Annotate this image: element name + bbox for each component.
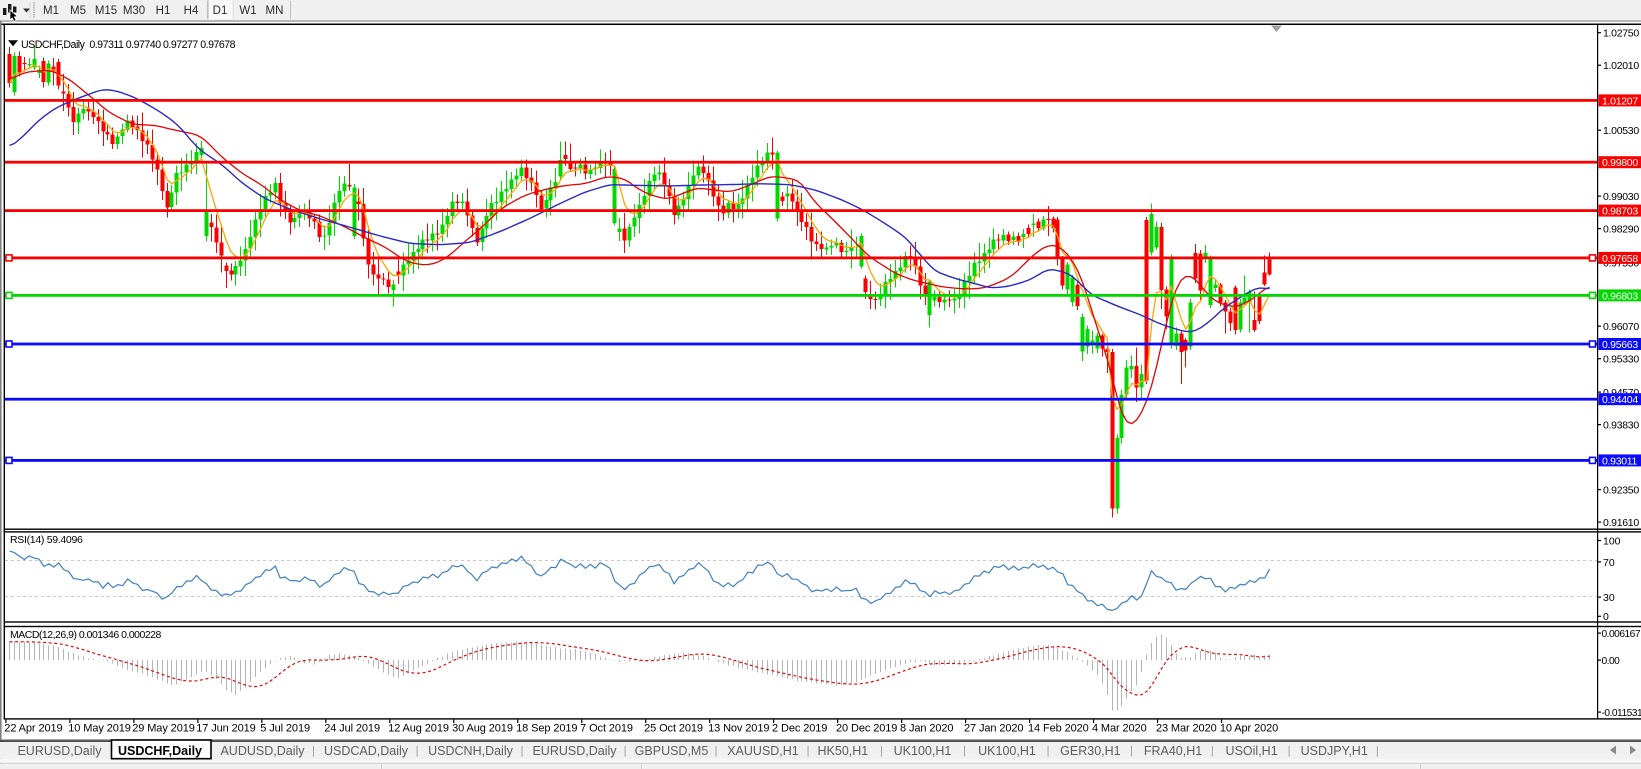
svg-text:23 Mar 2020: 23 Mar 2020 — [1156, 723, 1217, 735]
svg-text:29 May 2019: 29 May 2019 — [132, 723, 195, 735]
svg-text:H1: H1 — [156, 5, 171, 17]
svg-text:14 Feb 2020: 14 Feb 2020 — [1028, 723, 1089, 735]
svg-text:0.95663: 0.95663 — [1602, 339, 1638, 351]
svg-text:|: | — [1211, 745, 1214, 757]
svg-text:UK100,H1: UK100,H1 — [978, 744, 1036, 758]
svg-text:0.93830: 0.93830 — [1603, 420, 1639, 432]
svg-text:25 Oct 2019: 25 Oct 2019 — [644, 723, 703, 735]
svg-text:0.92350: 0.92350 — [1603, 485, 1639, 497]
svg-text:4 Mar 2020: 4 Mar 2020 — [1092, 723, 1147, 735]
svg-text:|: | — [312, 745, 315, 757]
svg-text:0.96803: 0.96803 — [1602, 290, 1638, 302]
svg-text:W1: W1 — [239, 5, 256, 17]
svg-text:-0.011531: -0.011531 — [1602, 708, 1641, 719]
svg-text:30: 30 — [1603, 592, 1615, 604]
svg-text:2 Dec 2019: 2 Dec 2019 — [772, 723, 827, 735]
svg-text:|: | — [1288, 745, 1291, 757]
svg-text:|: | — [1376, 745, 1379, 757]
svg-text:GBPUSD,M5: GBPUSD,M5 — [635, 744, 709, 758]
svg-text:D1: D1 — [213, 5, 228, 17]
svg-text:USDJPY,H1: USDJPY,H1 — [1301, 744, 1368, 758]
svg-text:RSI(14) 59.4096: RSI(14) 59.4096 — [10, 534, 83, 546]
svg-text:USDCNH,Daily: USDCNH,Daily — [428, 744, 513, 758]
svg-text:12 Aug 2019: 12 Aug 2019 — [388, 723, 449, 735]
svg-text:|: | — [521, 745, 524, 757]
svg-text:0.96070: 0.96070 — [1603, 321, 1639, 333]
svg-text:1.00530: 1.00530 — [1603, 125, 1639, 137]
svg-text:|: | — [416, 745, 419, 757]
svg-text:18 Sep 2019: 18 Sep 2019 — [516, 723, 577, 735]
svg-text:17 Jun 2019: 17 Jun 2019 — [196, 723, 255, 735]
svg-text:M5: M5 — [70, 5, 86, 17]
svg-text:EURUSD,Daily: EURUSD,Daily — [17, 744, 102, 758]
svg-text:USDCAD,Daily: USDCAD,Daily — [324, 744, 409, 758]
svg-text:0.98703: 0.98703 — [1602, 206, 1638, 218]
svg-text:20 Dec 2019: 20 Dec 2019 — [836, 723, 897, 735]
svg-text:XAUUSD,H1: XAUUSD,H1 — [727, 744, 799, 758]
svg-text:USOil,H1: USOil,H1 — [1226, 744, 1278, 758]
svg-text:7 Oct 2019: 7 Oct 2019 — [580, 723, 633, 735]
svg-text:10 Apr 2020: 10 Apr 2020 — [1220, 723, 1278, 735]
svg-text:MACD(12,26,9) 0.001346 0.00022: MACD(12,26,9) 0.001346 0.000228 — [10, 629, 162, 641]
svg-text:USDCHF,Daily: USDCHF,Daily — [118, 744, 202, 758]
svg-text:0.97658: 0.97658 — [1602, 253, 1638, 265]
svg-text:1.02010: 1.02010 — [1603, 60, 1639, 72]
svg-text:0.91610: 0.91610 — [1603, 517, 1639, 529]
svg-text:|: | — [1130, 745, 1133, 757]
svg-text:0.95330: 0.95330 — [1603, 354, 1639, 366]
svg-text:AUDUSD,Daily: AUDUSD,Daily — [220, 744, 305, 758]
svg-text:EURUSD,Daily: EURUSD,Daily — [532, 744, 617, 758]
svg-text:0.99800: 0.99800 — [1602, 157, 1638, 169]
svg-text:UK100,H1: UK100,H1 — [894, 744, 952, 758]
svg-text:0.006167: 0.006167 — [1602, 629, 1641, 640]
svg-text:30 Aug 2019: 30 Aug 2019 — [452, 723, 513, 735]
svg-text:1.02750: 1.02750 — [1603, 28, 1639, 40]
svg-text:M1: M1 — [43, 5, 59, 17]
svg-text:HK50,H1: HK50,H1 — [818, 744, 869, 758]
svg-text:0.99030: 0.99030 — [1603, 191, 1639, 203]
svg-text:MN: MN — [266, 5, 284, 17]
svg-text:100: 100 — [1603, 535, 1621, 547]
svg-text:0.00: 0.00 — [1602, 656, 1621, 667]
svg-text:0.93011: 0.93011 — [1602, 455, 1638, 467]
svg-text:10 May 2019: 10 May 2019 — [68, 723, 131, 735]
svg-text:0.98290: 0.98290 — [1603, 224, 1639, 236]
svg-text:|: | — [624, 745, 627, 757]
svg-text:GER30,H1: GER30,H1 — [1060, 744, 1120, 758]
svg-text:1.01207: 1.01207 — [1602, 95, 1638, 107]
svg-text:|: | — [807, 745, 810, 757]
svg-text:FRA40,H1: FRA40,H1 — [1144, 744, 1202, 758]
svg-text:5 Jul 2019: 5 Jul 2019 — [260, 723, 310, 735]
svg-text:|: | — [1047, 745, 1050, 757]
svg-text:70: 70 — [1603, 557, 1615, 569]
svg-text:8 Jan 2020: 8 Jan 2020 — [900, 723, 953, 735]
svg-text:USDCHF,Daily 0.97311 0.97740: USDCHF,Daily 0.97311 0.97740 0.97277 0.9… — [21, 39, 236, 51]
svg-text:27 Jan 2020: 27 Jan 2020 — [964, 723, 1023, 735]
svg-text:0: 0 — [1603, 611, 1609, 623]
svg-text:|: | — [880, 745, 883, 757]
svg-text:13 Nov 2019: 13 Nov 2019 — [708, 723, 769, 735]
svg-text:H4: H4 — [184, 5, 199, 17]
svg-text:0.94404: 0.94404 — [1602, 394, 1638, 406]
svg-text:|: | — [963, 745, 966, 757]
svg-text:24 Jul 2019: 24 Jul 2019 — [324, 723, 380, 735]
svg-text:M30: M30 — [123, 5, 145, 17]
svg-text:|: | — [715, 745, 718, 757]
svg-text:22 Apr 2019: 22 Apr 2019 — [4, 723, 62, 735]
svg-text:M15: M15 — [95, 5, 117, 17]
